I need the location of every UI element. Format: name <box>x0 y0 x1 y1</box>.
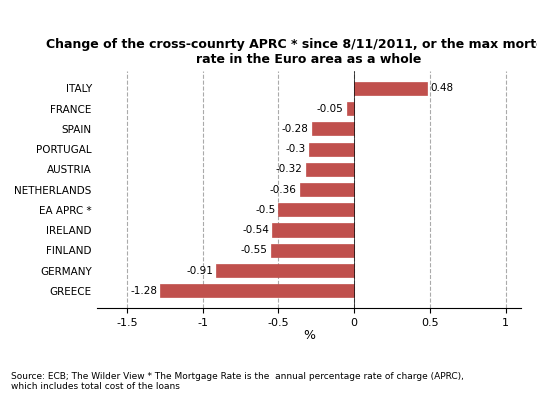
Text: -0.05: -0.05 <box>317 103 344 114</box>
Bar <box>306 163 354 176</box>
Text: -0.3: -0.3 <box>286 144 306 154</box>
Text: -0.32: -0.32 <box>276 164 303 174</box>
Text: -0.28: -0.28 <box>282 124 309 134</box>
Title: Change of the cross-counrty APRC * since 8/11/2011, or the max mortgage
rate in : Change of the cross-counrty APRC * since… <box>46 38 537 66</box>
Text: 0.48: 0.48 <box>430 83 453 94</box>
Text: -0.54: -0.54 <box>243 225 270 235</box>
Text: -1.28: -1.28 <box>130 286 157 296</box>
Text: Source: ECB; The Wilder View * The Mortgage Rate is the  annual percentage rate : Source: ECB; The Wilder View * The Mortg… <box>11 372 463 391</box>
Bar <box>279 203 354 216</box>
Text: -0.55: -0.55 <box>241 245 268 255</box>
Bar <box>354 82 427 95</box>
Bar <box>272 224 354 237</box>
Text: -0.91: -0.91 <box>186 265 213 276</box>
Bar <box>347 102 354 115</box>
Bar <box>309 143 354 156</box>
Bar <box>216 264 354 277</box>
Bar <box>161 284 354 297</box>
X-axis label: %: % <box>303 329 315 342</box>
Bar <box>300 183 354 196</box>
Text: -0.36: -0.36 <box>270 184 296 195</box>
Text: -0.5: -0.5 <box>255 205 275 215</box>
Bar <box>312 122 354 135</box>
Bar <box>271 244 354 257</box>
